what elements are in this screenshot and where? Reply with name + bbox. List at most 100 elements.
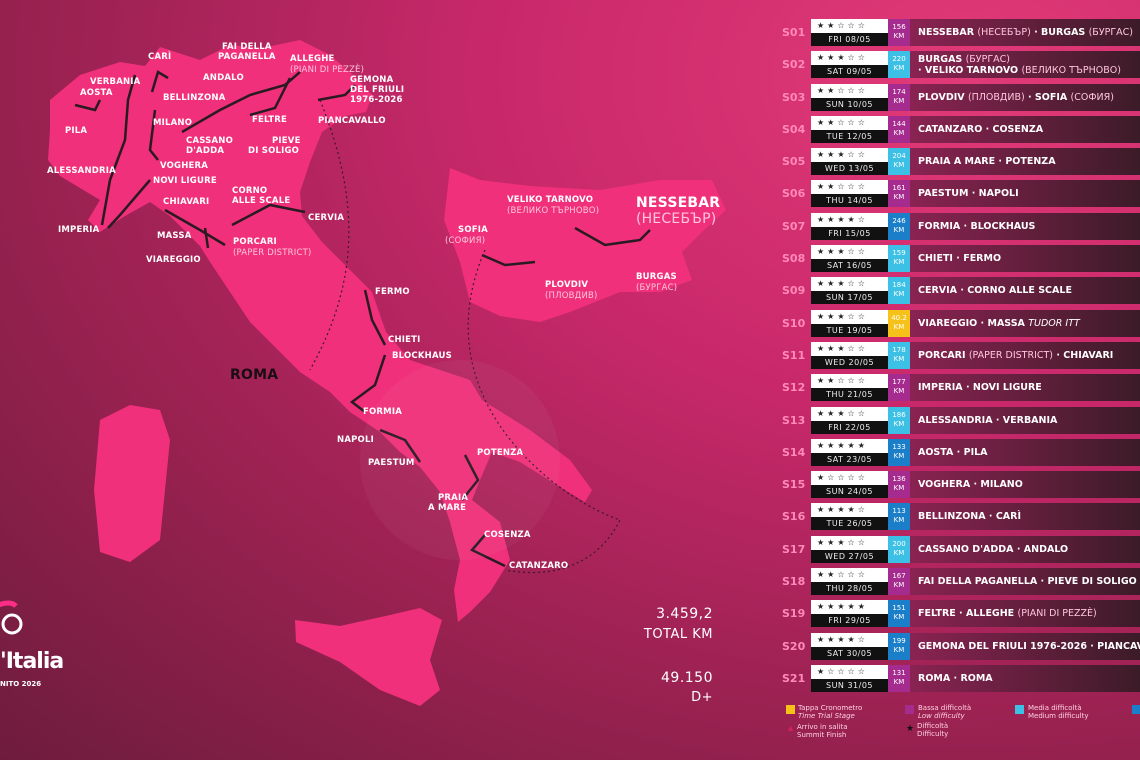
stage-row[interactable]: S11 ★★★☆☆ WED 20/05 178 KM PORCARI (PAPER … [782,341,1140,369]
city-label: ALLEGHE [290,54,335,64]
km-value: 161 [892,184,906,193]
elevation-value: 49.150 [661,670,713,686]
stage-id: S20 [782,639,806,653]
stage-id: S15 [782,478,806,492]
legend-timetrial-swatch [786,705,795,714]
stage-date: SAT 23/05 [811,452,888,466]
stage-row[interactable]: S01 ★★☆☆☆ FRI 08/05 156 KM NESSEBAR (НЕСЕБ… [782,19,1140,46]
city-label: FAI DELLA [222,42,272,52]
stage-finish: PIANCAVALLO [1097,640,1140,652]
km-value: 131 [892,668,906,677]
stage-title: BURGAS (БУРГАС) · VELIKO TARNOVO (ВЕЛИКО … [910,51,1140,79]
stage-row[interactable]: S16 ★★★★☆ TUE 26/05 113 KM BELLINZONA · CA… [782,503,1140,531]
stage-distance: 184 KM [888,277,910,305]
stage-finish: VELIKO TARNOVO [924,64,1019,76]
stage-title: BELLINZONA · CARÌ [910,503,1140,531]
city-label: NOVI LIGURE [153,176,217,186]
difficulty-stars: ★★★★★ [811,438,888,453]
stage-row[interactable]: S17 ★★★☆☆ WED 27/05 200 KM CASSANO D'ADDA … [782,535,1140,563]
city-label: (PIANI DI PEZZÈ) [290,65,365,75]
stage-row[interactable]: S09 ★★★☆☆ SUN 17/05 184 KM CERVIA · CORNO … [782,277,1140,305]
stage-start: PORCARI [918,349,966,361]
stage-row[interactable]: S12 ★★☆☆☆ THU 21/05 177 KM IMPERIA · NOVI … [782,374,1140,402]
stage-title: GEMONA DEL FRIULI 1976-2026 · PIANCAVALL… [910,632,1140,660]
legend-medium-swatch [1015,705,1024,714]
stage-finish: ALLEGHE [965,608,1015,620]
stage-finish: VERBANIA [1002,414,1058,426]
stage-date: THU 21/05 [811,388,888,402]
stage-finish: NAPOLI [978,188,1019,200]
legend-label: Time Trial Stage [798,712,855,720]
stage-distance: 174 KM [888,83,910,111]
stage-distance: 131 KM [888,664,910,692]
stage-distance: 177 KM [888,374,910,402]
city-label: IMPERIA [58,225,100,235]
km-value: 113 [892,507,906,516]
stage-distance: 220 KM [888,51,910,79]
total-km-value: 3.459,2 [656,606,713,622]
stage-row[interactable]: S13 ★★★☆☆ FRI 22/05 186 KM ALESSANDRIA · V… [782,406,1140,434]
stage-row[interactable]: S21 ★☆☆☆☆ SUN 31/05 131 KM ROMA · ROMA [782,664,1140,692]
stage-row[interactable]: S15 ★☆☆☆☆ SUN 24/05 136 KM VOGHERA · MILAN… [782,471,1140,499]
stage-row[interactable]: S03 ★★☆☆☆ SUN 10/05 174 KM PLOVDIV (ПЛОВДИ… [782,83,1140,111]
difficulty-stars: ★★★☆☆ [811,277,888,292]
stage-start: VOGHERA [918,479,971,491]
logo-text: 'Italia [0,649,64,674]
stage-title: PORCARI (PAPER DISTRICT) · CHIAVARI [910,341,1140,369]
stage-id: S12 [782,381,806,395]
difficulty-stars: ★★★☆☆ [811,406,888,421]
stage-row[interactable]: S10 ★★★☆☆ TUE 19/05 40.2 KM VIAREGGIO · MA… [782,309,1140,337]
stage-finish: ROMA [960,672,993,684]
difficulty-stars: ★★★★☆ [811,503,888,518]
giro-logo: 'Italia NITO 2026 [0,598,64,698]
difficulty-star-icon: ★ [906,724,915,734]
stage-row[interactable]: S19 ★★★★★ FRI 29/05 151 KM FELTRE · ALLEGH… [782,600,1140,628]
km-value: 184 [892,281,906,290]
legend-low-swatch [905,705,914,714]
stage-distance: 151 KM [888,600,910,628]
difficulty-stars: ★☆☆☆☆ [811,664,888,679]
stage-id: S11 [782,348,806,362]
km-value: 177 [892,378,906,387]
stage-title: VIAREGGIO · MASSA TUDOR ITT [910,309,1140,337]
km-unit: KM [893,161,905,170]
stage-id: S21 [782,671,806,685]
stage-list: S01 ★★☆☆☆ FRI 08/05 156 KM NESSEBAR (НЕСЕБ… [782,19,1140,697]
stage-row[interactable]: S04 ★★☆☆☆ TUE 12/05 144 KM CATANZARO · COS… [782,115,1140,143]
stage-row[interactable]: S07 ★★★★☆ FRI 15/05 246 KM FORMIA · BLOCKH… [782,212,1140,240]
stage-distance: 113 KM [888,503,910,531]
stage-row[interactable]: S14 ★★★★★ SAT 23/05 133 KM AOSTA · PILA [782,438,1140,466]
km-unit: KM [893,225,905,234]
km-value: 204 [892,152,906,161]
stage-date: WED 20/05 [811,355,888,369]
stage-date: SUN 17/05 [811,291,888,305]
city-label: (СОФИЯ) [445,236,486,246]
city-label: CORNO [232,186,268,196]
stage-title: PRAIA A MARE · POTENZA [910,148,1140,176]
stage-row[interactable]: S08 ★★★☆☆ SAT 16/05 159 KM CHIETI · FERMO [782,245,1140,273]
stage-row[interactable]: S06 ★★☆☆☆ THU 14/05 161 KM PAESTUM · NAPOL… [782,180,1140,208]
stage-finish: ANDALO [1023,543,1069,555]
city-label: ANDALO [203,73,244,83]
stage-date: WED 27/05 [811,549,888,563]
stage-date: FRI 15/05 [811,226,888,240]
stage-id: S07 [782,219,806,233]
stage-row[interactable]: S05 ★★★☆☆ WED 13/05 204 KM PRAIA A MARE · … [782,148,1140,176]
city-label: BURGAS [636,272,677,282]
stage-row[interactable]: S02 ★★★☆☆ SAT 09/05 220 KM BURGAS (БУРГАС)… [782,51,1140,79]
difficulty-stars: ★★★★☆ [811,212,888,227]
city-label: (ВЕЛИКО ТЪРНОВО) [507,206,600,216]
stage-start: IMPERIA [918,382,963,394]
city-label: CARÌ [148,52,172,62]
city-label: VERBANIA [90,77,141,87]
sardinia-land [94,405,170,562]
stage-title: VOGHERA · MILANO [910,471,1140,499]
city-label: VELIKO TARNOVO [507,195,594,205]
city-label: CHIAVARI [163,197,210,207]
km-unit: KM [893,484,905,493]
stage-title: CERVIA · CORNO ALLE SCALE [910,277,1140,305]
stage-finish: FERMO [963,253,1002,265]
stage-row[interactable]: S18 ★★☆☆☆ THU 28/05 167 KM FAI DELLA PAGAN… [782,568,1140,596]
stage-title: CATANZARO · COSENZA [910,115,1140,143]
stage-row[interactable]: S20 ★★★★☆ SAT 30/05 199 KM GEMONA DEL FRIU… [782,632,1140,660]
